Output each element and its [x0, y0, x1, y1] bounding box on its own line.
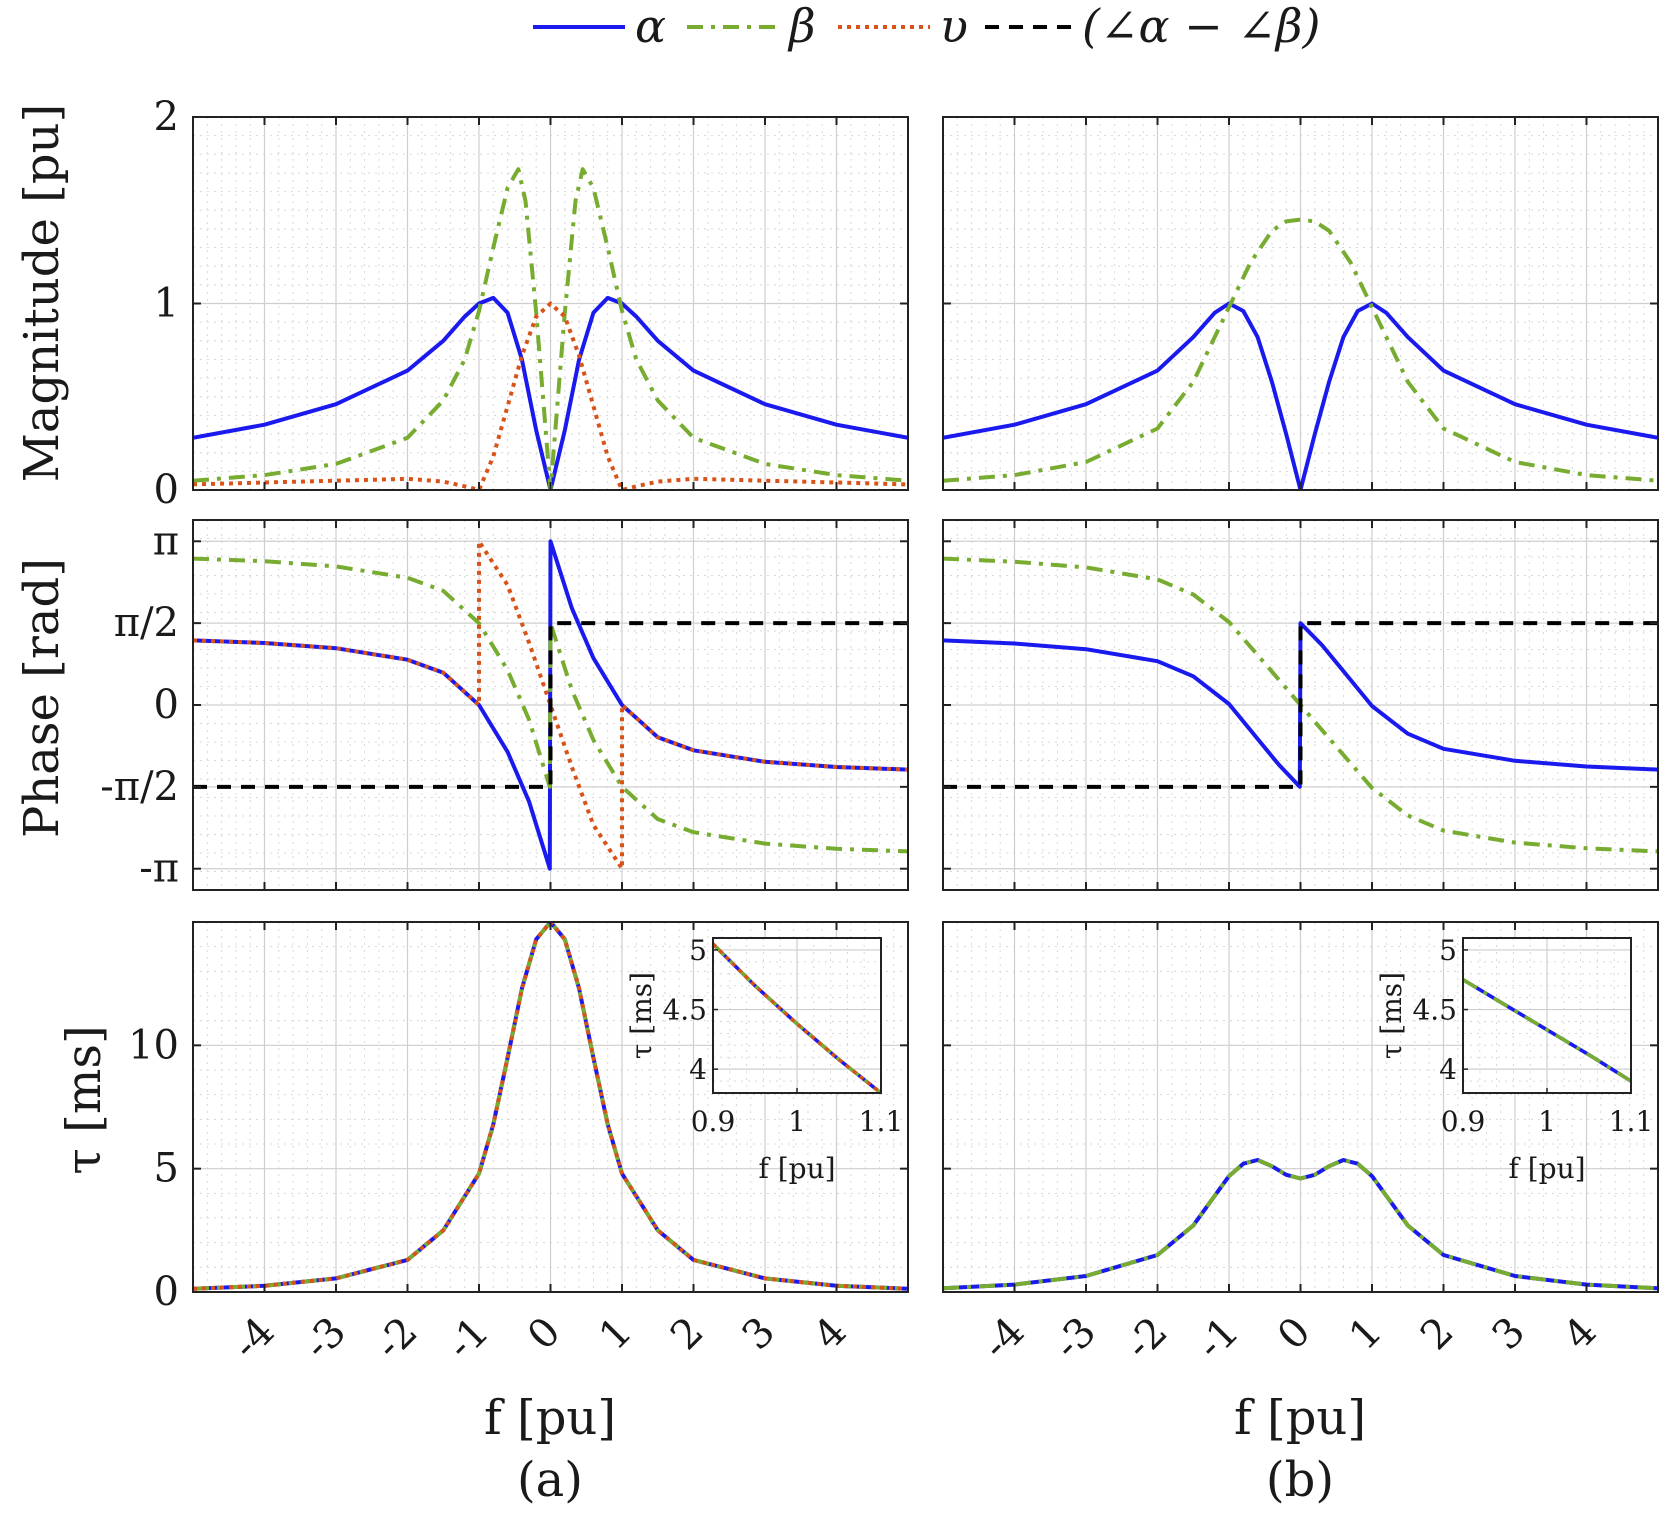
series-line-alpha: [193, 295, 908, 490]
series-line-alpha: [943, 301, 1658, 490]
inset-x-tick-label: 1: [1538, 1105, 1556, 1138]
x-tick-label: -4: [223, 1309, 283, 1369]
tau-y-label: τ [ms]: [56, 1025, 112, 1174]
inset-x-tick-label: 1.1: [1609, 1105, 1654, 1138]
y-tick-label: 0: [154, 1269, 179, 1315]
series-line-upsilon: [193, 539, 908, 871]
inset-y-tick-label: 4: [1439, 1053, 1457, 1086]
series-line-beta: [1463, 978, 1631, 1083]
phase-y-label: Phase [rad]: [14, 558, 70, 838]
x-tick-label: 2: [662, 1309, 713, 1360]
y-tick-label: 1: [154, 281, 179, 327]
x-tick-label: -4: [973, 1309, 1033, 1369]
y-tick-label: -π/2: [100, 764, 179, 810]
panel-label-b: (b): [1266, 1452, 1334, 1508]
x-tick-label: -1: [1188, 1309, 1248, 1369]
inset-y-tick-label: 5: [1439, 934, 1457, 967]
y-tick-label: 2: [154, 94, 179, 140]
inset-x-label: f [pu]: [1508, 1152, 1585, 1185]
x-tick-label: 3: [734, 1309, 785, 1360]
series-line-diff: [943, 621, 1658, 789]
legend-label-upsilon: υ: [940, 0, 968, 53]
x-tick-label: -2: [1116, 1309, 1176, 1369]
legend: α β υ (∠α − ∠β): [533, 0, 1320, 53]
legend-label-alpha: α: [635, 0, 666, 53]
chart-a-phase: π π/2 0 -π/2 -π: [100, 518, 909, 892]
x-tick-label: -3: [1045, 1309, 1105, 1369]
series-line-diff: [193, 621, 908, 789]
series-line-beta: [193, 167, 908, 490]
x-tick-label: 4: [1555, 1309, 1606, 1360]
chart-b-magnitude: [942, 116, 1659, 491]
legend-label-diff: (∠α − ∠β): [1082, 0, 1320, 53]
inset-y-tick-label: 4: [689, 1053, 707, 1086]
series-line-upsilon: [193, 922, 908, 1291]
inset-x-tick-label: 0.9: [1441, 1105, 1486, 1138]
chart-b-tau: -4 -3 -2 -1 0 1 2 3 444.550.9 1 1.1f [pu]τ [ms]: [942, 921, 1659, 1369]
inset-y-label: τ [ms]: [625, 972, 658, 1059]
x-tick-label: 4: [805, 1309, 856, 1360]
y-tick-label: 0: [154, 467, 179, 513]
x-tick-label: -1: [438, 1309, 498, 1369]
inset-b-tau: 4 4.5 5 0.9 1 1.1 f [pu] τ [ms]: [1375, 934, 1653, 1185]
inset-a-tau: 4 4.5 5 0.9 1 1.1 f [pu] τ [ms]: [625, 934, 903, 1185]
x-label-a: f [pu]: [484, 1390, 616, 1446]
inset-y-tick-label: 4.5: [662, 994, 707, 1027]
x-tick-label: 0: [1269, 1309, 1320, 1360]
y-tick-label: -π: [139, 846, 179, 892]
inset-x-tick-label: 0.9: [691, 1105, 736, 1138]
x-tick-label: -2: [366, 1309, 426, 1369]
inset-y-label: τ [ms]: [1375, 972, 1408, 1059]
x-tick-label: 1: [1341, 1309, 1392, 1360]
series-line-beta: [943, 1158, 1658, 1291]
series-line-beta: [943, 217, 1658, 483]
x-tick-label: -3: [295, 1309, 355, 1369]
magnitude-y-label: Magnitude [pu]: [14, 104, 70, 482]
inset-x-tick-label: 1.1: [859, 1105, 904, 1138]
panel-label-a: (a): [517, 1452, 583, 1508]
y-tick-label: π/2: [114, 600, 179, 646]
series-line-upsilon: [193, 301, 908, 490]
series-line-upsilon: [713, 942, 881, 1093]
inset-y-tick-label: 4.5: [1412, 994, 1457, 1027]
x-tick-label: 2: [1412, 1309, 1463, 1360]
x-tick-label: 1: [591, 1309, 642, 1360]
y-tick-label: 5: [154, 1146, 179, 1192]
y-tick-label: 0: [154, 682, 179, 728]
x-label-b: f [pu]: [1234, 1390, 1366, 1446]
y-tick-label: π: [153, 518, 179, 564]
chart-a-magnitude: 0 1 2: [154, 94, 909, 513]
inset-x-label: f [pu]: [758, 1152, 835, 1185]
inset-y-tick-label: 5: [689, 934, 707, 967]
x-tick-label: 3: [1484, 1309, 1535, 1360]
x-tick-label: 0: [519, 1309, 570, 1360]
chart-b-phase: [942, 519, 1659, 891]
y-tick-label: 10: [128, 1022, 179, 1068]
legend-label-beta: β: [787, 0, 816, 53]
inset-x-tick-label: 1: [788, 1105, 806, 1138]
